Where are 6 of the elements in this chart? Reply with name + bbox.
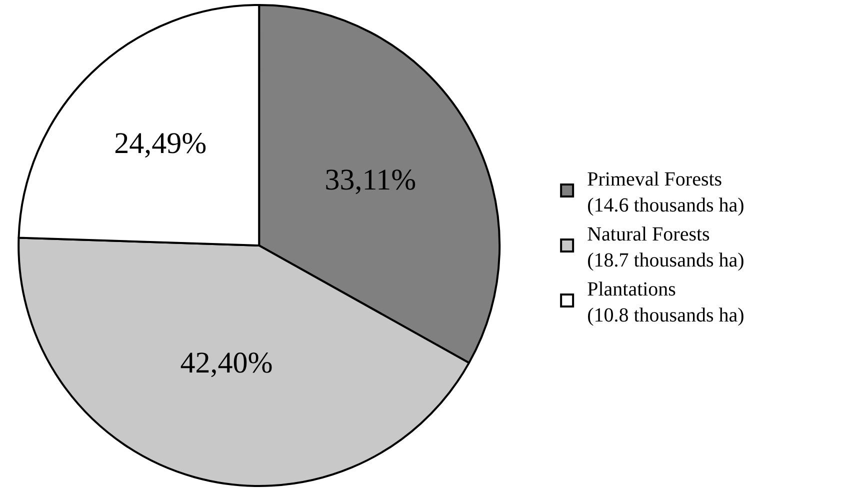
data-label: 42,40%	[180, 346, 273, 380]
legend-label: Plantations (10.8 thousands ha)	[587, 278, 744, 326]
data-label: 33,11%	[324, 164, 416, 197]
data-label: 24,49%	[114, 127, 207, 160]
legend-label: Primeval Forests (14.6 thousands ha)	[587, 168, 744, 216]
legend-label: Natural Forests (18.7 thousands ha)	[587, 223, 744, 272]
